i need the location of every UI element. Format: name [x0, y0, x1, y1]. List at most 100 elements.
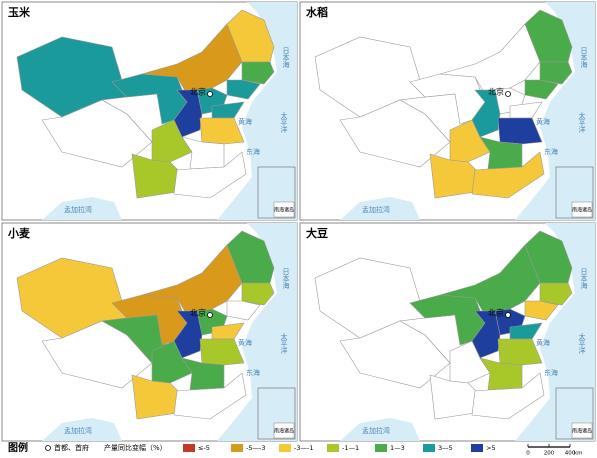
sea-label: 黄海 [238, 338, 252, 347]
capital-label: 北京 [488, 308, 504, 318]
legend-swatch [279, 444, 291, 452]
panel-title: 水稻 [306, 5, 328, 19]
province [471, 372, 545, 420]
inset-label-box [273, 422, 295, 439]
inset-label: 南海诸岛 [274, 428, 294, 435]
province [173, 310, 203, 359]
legend-swatch [327, 444, 339, 452]
province [439, 244, 541, 316]
capital-marker [505, 91, 511, 97]
sea-label: 日本海 [282, 47, 290, 69]
inset-label-box [571, 201, 593, 218]
legend-capital: 首都、首府 [54, 443, 89, 452]
province [471, 310, 501, 359]
bay [340, 418, 420, 441]
province [173, 372, 247, 420]
legend-swatch [471, 444, 483, 452]
legend-label: 1—3 [390, 444, 405, 452]
sea-label: 东海 [544, 147, 558, 156]
inset-label-box [571, 422, 593, 439]
panel-title: 小麦 [7, 226, 31, 240]
scale-label: 400 [565, 451, 576, 457]
province [141, 23, 243, 95]
province [173, 151, 247, 199]
legend-swatch [183, 444, 195, 452]
inset-label: 南海诸岛 [572, 428, 592, 435]
sea-label: 黄海 [536, 117, 550, 126]
province [226, 300, 261, 321]
sea-label: 孟加拉湾 [64, 426, 92, 435]
capital-label: 北京 [190, 308, 206, 318]
province [497, 338, 543, 366]
sea-label: 孟加拉湾 [362, 205, 390, 214]
sea-label: 太平洋 [280, 332, 288, 355]
capital-marker [207, 91, 213, 97]
sea-label: 日本海 [282, 268, 290, 290]
bay [340, 197, 420, 220]
legend-label: ≤-5 [198, 444, 210, 452]
legend: 图例 首都、首府 产量同比变幅（%） ≤-5 -5—-3 -3—-1 -1—1 1—3 3—5 >… [8, 441, 583, 457]
inset-label-box [273, 201, 295, 218]
legend-label: 3—5 [438, 444, 453, 452]
inset-label: 南海诸岛 [572, 207, 592, 214]
sea-label: 东海 [246, 147, 260, 156]
province [141, 244, 243, 316]
sea-label: 东海 [246, 368, 260, 377]
legend-title: 图例 [8, 441, 28, 454]
legend-label: -5—-3 [246, 444, 265, 452]
sea-label: 黄海 [536, 338, 550, 347]
capital-label: 北京 [190, 87, 206, 97]
province [524, 79, 559, 100]
sea-label: 日本海 [580, 47, 588, 69]
province [173, 89, 203, 138]
province [524, 300, 559, 321]
legend-caption: 产量同比变幅（%） [104, 443, 167, 452]
province [471, 151, 545, 199]
sea-label: 孟加拉湾 [362, 426, 390, 435]
scale-label: 0 [526, 451, 530, 457]
province [241, 282, 275, 306]
inset-label: 南海诸岛 [274, 207, 294, 214]
province [241, 61, 275, 85]
legend-swatch [231, 444, 243, 452]
legend-label: -3—-1 [294, 444, 313, 452]
panel-title: 大豆 [306, 226, 328, 240]
province [199, 338, 245, 366]
sea-label: 太平洋 [578, 111, 586, 134]
sea-label: 孟加拉湾 [64, 205, 92, 214]
sea [217, 223, 297, 441]
capital-marker [505, 312, 511, 318]
province [471, 89, 501, 138]
province [439, 23, 541, 95]
sea [515, 223, 595, 441]
scale-unit: km [574, 451, 583, 457]
legend-label: >5 [486, 444, 496, 452]
bay [42, 197, 122, 220]
legend-swatch [375, 444, 387, 452]
bay [42, 418, 122, 441]
scale-label: 200 [544, 451, 555, 457]
capital-label: 北京 [488, 87, 504, 97]
province [539, 282, 573, 306]
legend-swatch [423, 444, 435, 452]
province [539, 61, 573, 85]
sea-label: 太平洋 [578, 332, 586, 355]
province [226, 79, 261, 100]
sea-label: 黄海 [238, 117, 252, 126]
province [497, 117, 543, 145]
legend-label: -1—1 [342, 444, 359, 452]
capital-marker [207, 312, 213, 318]
sea-label: 太平洋 [280, 111, 288, 134]
sea [515, 2, 595, 220]
panel-title: 玉米 [8, 5, 31, 19]
sea-label: 东海 [544, 368, 558, 377]
sea-label: 日本海 [580, 268, 588, 290]
legend-capital-marker [45, 445, 51, 451]
province [199, 117, 245, 145]
sea [217, 2, 297, 220]
